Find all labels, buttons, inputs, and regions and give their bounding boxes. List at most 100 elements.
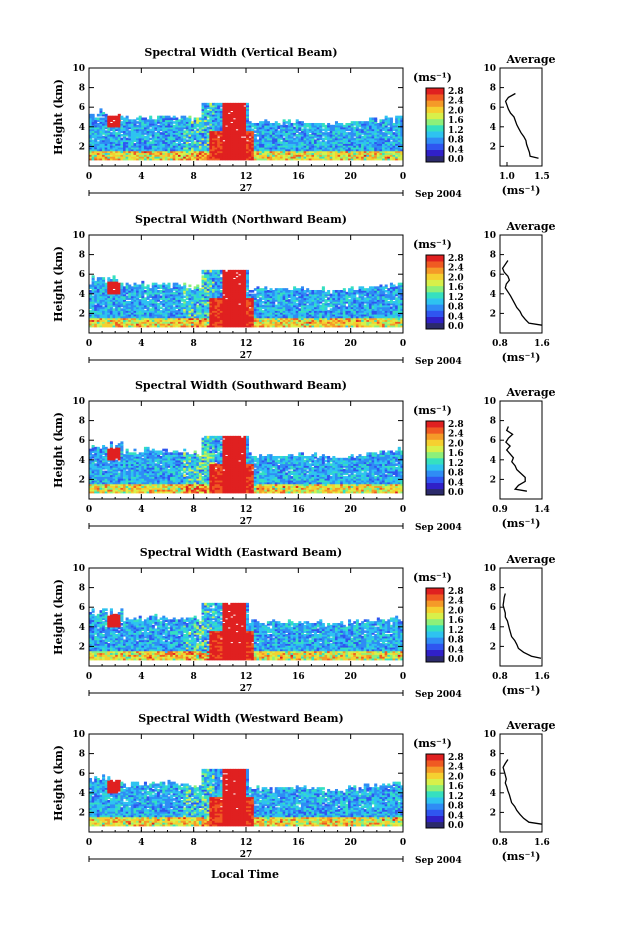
colorbar-swatch: [426, 112, 444, 120]
y-tick-label: 10: [72, 64, 85, 74]
colorbar-swatch: [426, 255, 444, 262]
average-profile-line: [502, 759, 543, 825]
x-tick-label: 8: [191, 172, 197, 182]
y-tick-label: 4: [79, 623, 85, 633]
x-tick-label: 12: [240, 505, 253, 515]
colorbar-tick-label: 1.2: [448, 293, 464, 303]
colorbar-tick-label: 0.0: [448, 655, 464, 665]
average-title: Average: [505, 719, 555, 732]
colorbar-swatch: [426, 760, 444, 767]
colorbar-swatch: [426, 766, 444, 773]
avg-y-tick-label: 10: [483, 397, 496, 407]
colorbar-tick-label: 1.2: [448, 626, 464, 636]
avg-y-tick-label: 6: [490, 270, 496, 280]
colorbar-swatch: [426, 100, 444, 107]
colorbar-tick-label: 1.6: [448, 782, 464, 792]
x-tick-label: 0: [86, 339, 92, 349]
day-label: 27: [240, 351, 253, 361]
colorbar-tick-label: 1.2: [448, 126, 464, 136]
x-tick-label: 20: [344, 672, 357, 682]
avg-y-tick-label: 10: [483, 64, 496, 74]
average-title: Average: [505, 220, 555, 233]
panel-4: Spectral Width (Westward Beam) 2 4 6 8 10 Heig…: [52, 712, 556, 866]
x-tick-label: 20: [344, 172, 357, 182]
colorbar-swatch: [426, 470, 444, 477]
colorbar-tick-label: 0.8: [448, 469, 464, 479]
x-tick-label: 4: [138, 672, 144, 682]
y-tick-label: 8: [79, 417, 85, 427]
colorbar-swatch: [426, 261, 444, 268]
avg-y-tick-label: 2: [490, 475, 496, 485]
colorbar-tick-label: 1.2: [448, 792, 464, 802]
average-title: Average: [505, 53, 555, 66]
average-xlabel: (ms⁻¹): [502, 184, 541, 197]
colorbar-swatch: [426, 427, 444, 434]
x-tick-label: 0: [86, 172, 92, 182]
day-label: 27: [240, 184, 253, 194]
colorbar-tick-label: 0.0: [448, 488, 464, 498]
y-tick-label: 6: [79, 436, 85, 446]
unit-label: (ms⁻¹): [413, 238, 452, 251]
avg-y-tick-label: 8: [490, 750, 496, 760]
y-tick-label: 6: [79, 769, 85, 779]
colorbar-tick-label: 0.4: [448, 478, 464, 488]
panel-title: Spectral Width (Westward Beam): [138, 712, 343, 725]
average-title: Average: [505, 553, 555, 566]
x-tick-label: 0: [400, 505, 406, 515]
colorbar-tick-label: 0.8: [448, 303, 464, 313]
avg-y-tick-label: 2: [490, 642, 496, 652]
avg-x-tick-label: 1.6: [534, 339, 550, 349]
panel-title: Spectral Width (Vertical Beam): [144, 46, 337, 59]
colorbar-swatch: [426, 655, 444, 663]
colorbar-tick-label: 0.8: [448, 802, 464, 812]
avg-x-tick-label: 1.6: [534, 838, 550, 848]
colorbar-swatch: [426, 618, 444, 626]
y-tick-label: 10: [72, 564, 85, 574]
y-axis-label: Height (km): [52, 246, 65, 322]
colorbar-tick-label: 2.0: [448, 439, 464, 449]
colorbar-tick-label: 2.4: [448, 97, 464, 107]
avg-y-tick-label: 6: [490, 769, 496, 779]
average-frame: [499, 567, 543, 667]
colorbar-swatch: [426, 772, 444, 779]
x-tick-label: 8: [191, 339, 197, 349]
x-tick-label: 0: [400, 838, 406, 848]
x-tick-label: 16: [292, 505, 305, 515]
colorbar-tick-label: 2.8: [448, 420, 464, 430]
colorbar-swatch: [426, 625, 444, 632]
colorbar-swatch: [426, 267, 444, 274]
avg-y-tick-label: 4: [490, 623, 496, 633]
colorbar-tick-label: 2.8: [448, 753, 464, 763]
colorbar-tick-label: 2.0: [448, 106, 464, 116]
average-frame: [499, 733, 543, 833]
colorbar-swatch: [426, 754, 444, 761]
y-tick-label: 2: [79, 142, 85, 152]
x-tick-label: 4: [138, 838, 144, 848]
y-tick-label: 4: [79, 789, 85, 799]
avg-y-tick-label: 6: [490, 436, 496, 446]
average-xlabel: (ms⁻¹): [502, 684, 541, 697]
x-tick-label: 4: [138, 172, 144, 182]
avg-y-tick-label: 4: [490, 123, 496, 133]
colorbar-frame: [425, 254, 445, 330]
x-tick-label: 8: [191, 838, 197, 848]
x-tick-label: 8: [191, 505, 197, 515]
y-tick-label: 8: [79, 84, 85, 94]
y-tick-label: 8: [79, 584, 85, 594]
colorbar-swatch: [426, 488, 444, 496]
colorbar-swatch: [426, 316, 444, 324]
avg-y-tick-label: 2: [490, 142, 496, 152]
colorbar-tick-label: 2.4: [448, 264, 464, 274]
colorbar-swatch: [426, 797, 444, 804]
unit-label: (ms⁻¹): [413, 737, 452, 750]
avg-x-tick-label: 0.8: [492, 339, 508, 349]
colorbar-swatch: [426, 784, 444, 792]
y-tick-label: 2: [79, 309, 85, 319]
average-frame: [499, 400, 543, 500]
colorbar-swatch: [426, 298, 444, 305]
y-tick-label: 8: [79, 750, 85, 760]
colorbar-swatch: [426, 125, 444, 132]
x-tick-label: 12: [240, 672, 253, 682]
y-tick-label: 10: [72, 730, 85, 740]
